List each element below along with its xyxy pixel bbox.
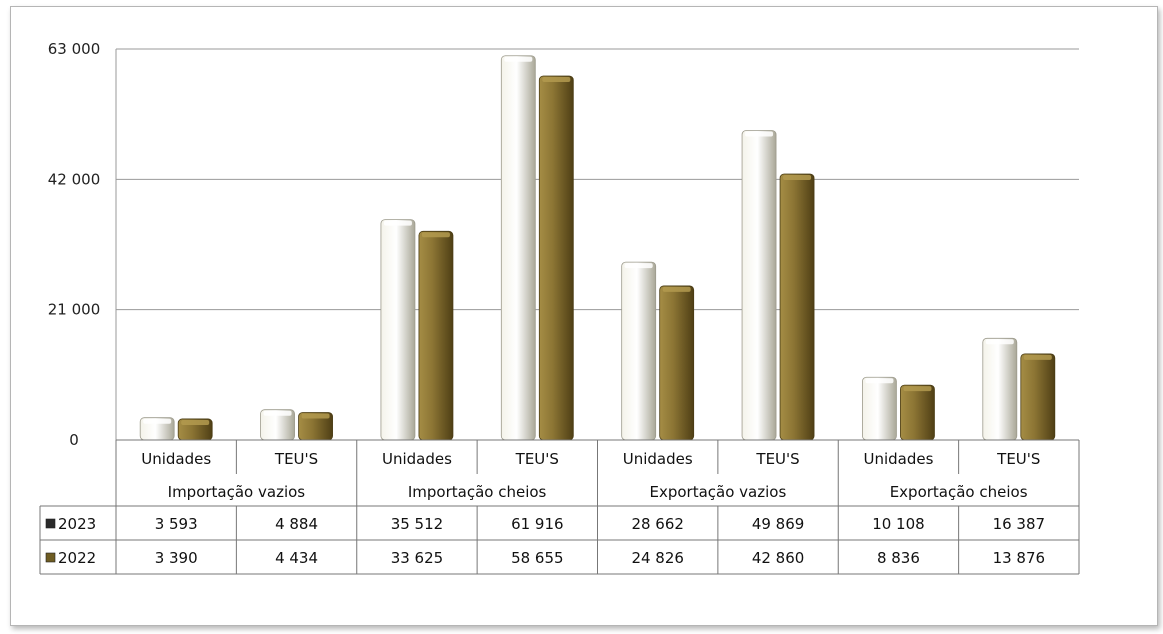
category-label: Unidades [623, 450, 693, 468]
bar-cap-2023-5 [745, 131, 774, 137]
data-label-2022: 33 625 [391, 549, 444, 567]
bar-cap-2022-2 [421, 232, 450, 238]
data-label-2022: 4 434 [275, 549, 318, 567]
bar-2022-4 [659, 285, 695, 441]
legend-swatch-2023 [45, 518, 56, 529]
bar-cap-2022-6 [903, 386, 932, 392]
bar-cap-2023-4 [624, 263, 653, 269]
y-tick-label: 0 [69, 431, 79, 449]
data-label-2023: 10 108 [872, 515, 925, 533]
y-tick-label: 63 000 [48, 40, 101, 58]
bar-2023-3 [500, 55, 536, 441]
group-label: Importação cheios [408, 483, 547, 501]
data-label-2023: 28 662 [631, 515, 684, 533]
data-label-2022: 24 826 [631, 549, 684, 567]
legend-label-2023: 2023 [58, 515, 96, 533]
data-label-2023: 4 884 [275, 515, 318, 533]
bar-cap-2023-1 [263, 410, 292, 416]
data-label-2023: 49 869 [752, 515, 805, 533]
category-label: TEU'S [996, 450, 1040, 468]
bar-cap-2022-1 [301, 413, 330, 419]
bar-cap-2022-0 [181, 419, 210, 425]
data-label-2022: 42 860 [752, 549, 805, 567]
legend-label-2022: 2022 [58, 549, 96, 567]
bar-2023-7 [982, 337, 1018, 441]
data-label-2023: 35 512 [391, 515, 444, 533]
bar-cap-2022-7 [1023, 354, 1052, 360]
data-label-2023: 16 387 [993, 515, 1046, 533]
bar-2023-4 [621, 261, 657, 441]
data-label-2023: 61 916 [511, 515, 564, 533]
category-label: Unidades [863, 450, 933, 468]
bar-2022-5 [779, 173, 815, 441]
bar-cap-2023-3 [504, 56, 533, 62]
bar-2022-6 [900, 384, 935, 441]
bar-cap-2022-3 [542, 76, 571, 82]
bar-cap-2023-0 [143, 418, 172, 424]
bar-2023-2 [380, 219, 416, 441]
group-label: Exportação vazios [649, 483, 786, 501]
bar-cap-2022-4 [662, 286, 691, 292]
data-label-2023: 3 593 [155, 515, 198, 533]
bar-2022-3 [538, 75, 574, 441]
data-label-2022: 58 655 [511, 549, 564, 567]
bar-cap-2023-6 [865, 378, 894, 384]
bar-cap-2022-5 [783, 174, 812, 180]
bar-2022-7 [1020, 353, 1056, 441]
data-label-2022: 13 876 [993, 549, 1046, 567]
bar-cap-2023-2 [383, 220, 412, 226]
category-label: TEU'S [274, 450, 318, 468]
bar-cap-2023-7 [985, 339, 1014, 345]
category-label: TEU'S [515, 450, 559, 468]
y-tick-label: 42 000 [48, 170, 101, 188]
category-label: Unidades [382, 450, 452, 468]
group-label: Exportação cheios [890, 483, 1028, 501]
chart-frame [10, 6, 1158, 626]
data-label-2022: 3 390 [155, 549, 198, 567]
category-label: TEU'S [755, 450, 799, 468]
bar-2023-5 [741, 130, 777, 441]
data-label-2022: 8 836 [877, 549, 920, 567]
group-label: Importação vazios [168, 483, 306, 501]
y-tick-label: 21 000 [48, 301, 101, 319]
bar-2023-6 [862, 376, 897, 441]
legend-swatch-2022 [45, 552, 56, 563]
category-label: Unidades [141, 450, 211, 468]
bar-2022-2 [418, 230, 454, 441]
